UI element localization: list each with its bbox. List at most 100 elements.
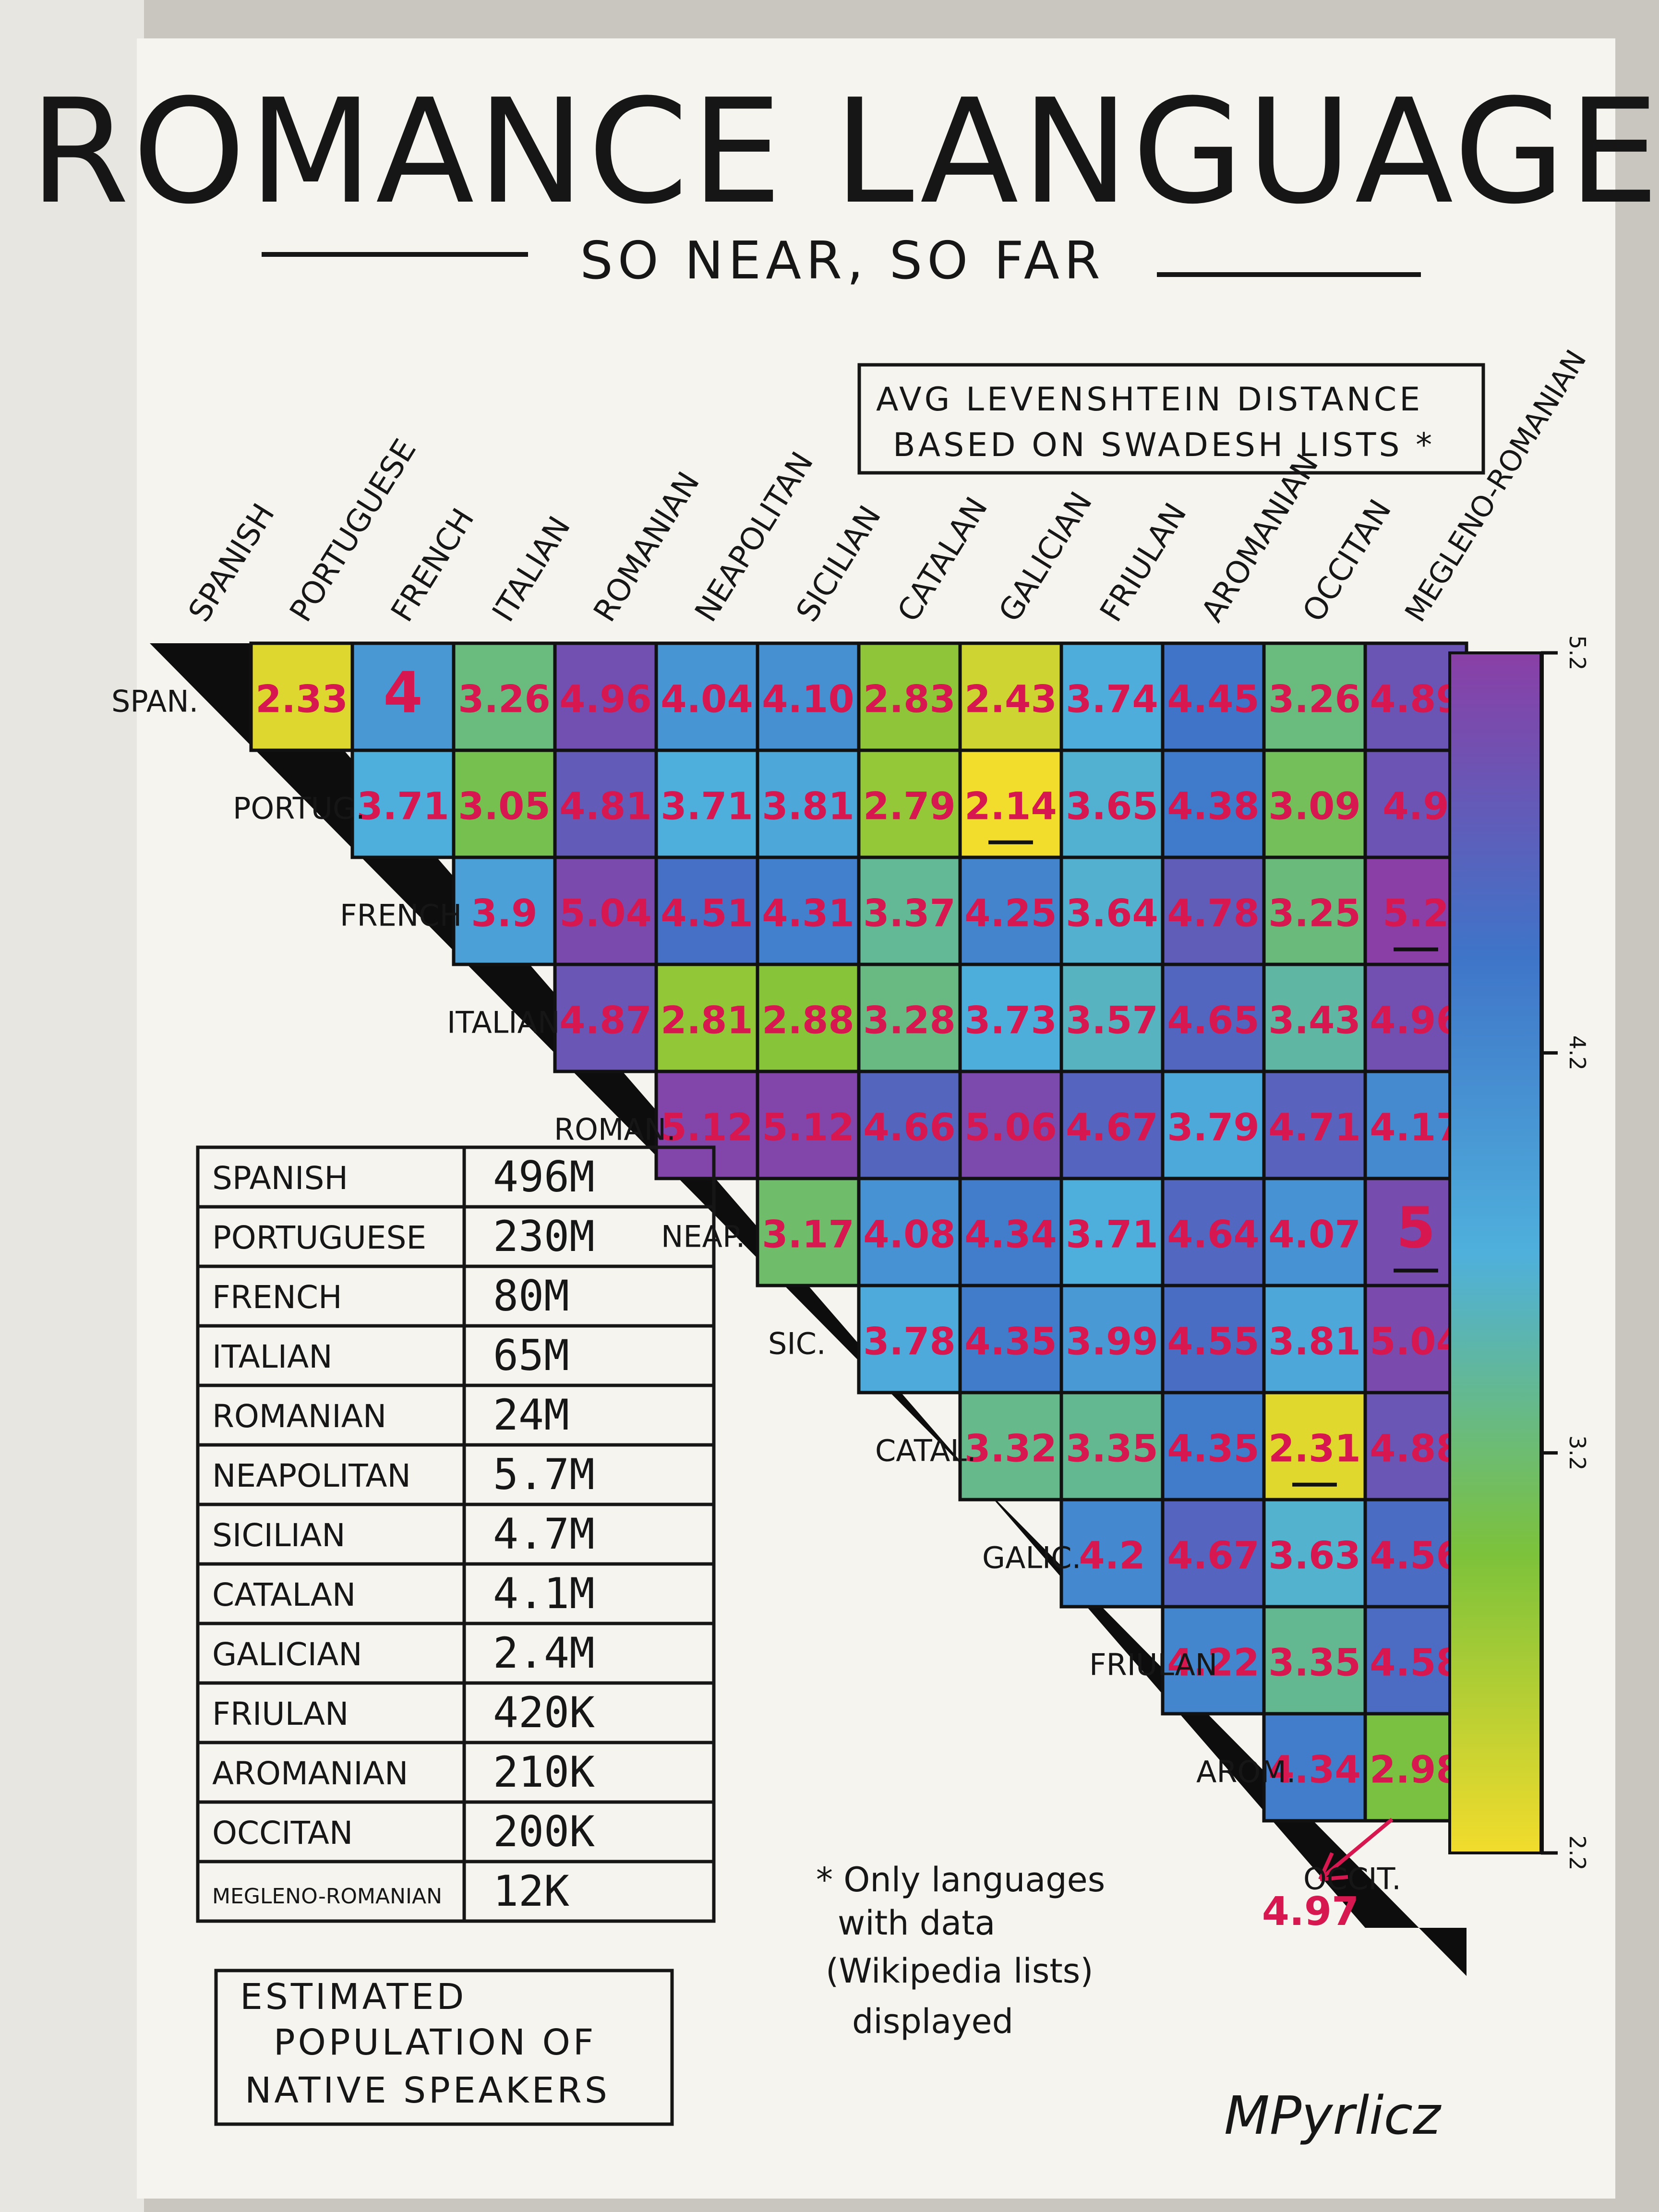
cell-value-label: 2.83 [863,678,955,721]
heatmap-cell [1161,1391,1266,1502]
cell-value-label: 2.43 [964,678,1057,721]
heatmap-cell [553,962,658,1073]
heatmap-cell [1059,1177,1165,1287]
cell-value-label: 3.35 [1066,1428,1158,1471]
cell-value-label: 3.9 [471,892,537,936]
heatmap-cell [1262,1605,1367,1716]
cell-value-label: 4.2 [1079,1535,1145,1578]
cell-value-label: 4.71 [1268,1106,1360,1150]
population-language-name: NEAPOLITAN [212,1457,411,1494]
cell-value-label: 4.08 [863,1214,955,1257]
cell-value-label: 4.96 [1370,999,1462,1043]
cell-value-label: 4.87 [559,999,651,1043]
cell-value-label: 4.04 [661,678,753,721]
heatmap-cell [958,1177,1063,1287]
cell-value-label: 3.28 [863,999,955,1043]
footnote-line3: (Wikipedia lists) [826,1951,1094,1991]
callout-arrow-shaft [1319,1817,1394,1881]
heatmap-cell [1262,1712,1367,1823]
heatmap-cell [1161,1605,1266,1716]
population-value-cell [462,1860,716,1923]
cell-value-label: 4.31 [762,892,854,936]
population-language-name: ROMANIAN [212,1398,386,1435]
population-table: SPANISH 496M PORTUGUESE 230M FRENCH 80M ITALIA… [196,1145,716,1923]
cell-value-label: 2.98 [1370,1749,1462,1792]
population-caption-line2: POPULATION OF [274,2022,596,2063]
cell-value-label: 4.34 [964,1214,1057,1257]
cell-value-label: 5.04 [1370,1321,1462,1364]
row-label: CATAL. [875,1433,976,1468]
heatmap-cell [1262,855,1367,966]
heatmap-cell [857,1284,962,1395]
population-language-name: SICILIAN [212,1517,346,1554]
population-language-name: CATALAN [212,1576,356,1613]
population-value: 420K [493,1688,595,1737]
cell-value-label: 3.35 [1268,1642,1360,1685]
cell-value-label: 4.10 [762,678,854,721]
population-language-name: FRENCH [212,1279,342,1316]
diagonal-black-triangle [150,643,1467,1976]
row-label: FRENCH [340,898,462,933]
cell-value-label: 3.09 [1268,785,1360,829]
color-scale-gradient [1448,651,1542,1854]
row-label: NEAP. [661,1219,745,1254]
cell-value-label: 4.96 [559,678,651,721]
heatmap-cell [452,748,557,859]
cell-value-label: 3.71 [661,785,753,829]
cell-value-label: 3.64 [1066,892,1158,936]
cell-value-label: 4.89 [1370,678,1462,721]
footnote-line1: * Only languages [816,1860,1105,1899]
cell-value-label: 4.07 [1268,1214,1360,1257]
row-label: FRIULAN [1089,1647,1217,1683]
population-language-name: AROMANIAN [212,1755,408,1792]
heatmap-cell [654,962,759,1073]
population-language-name: FRIULAN [212,1695,349,1732]
heatmap-cell [654,1070,759,1180]
heatmap-cell [756,1070,861,1180]
population-value: 4.1M [493,1569,595,1618]
heatmap-cell [1059,748,1165,859]
population-caption-box [214,1969,674,2126]
cell-value-label: 4.9 [1382,785,1449,829]
cell-value-label: 4.51 [661,892,753,936]
population-value: 80M [493,1271,569,1321]
cell-value-label: 4.88 [1370,1428,1462,1471]
heatmap-cell [1161,1177,1266,1287]
cell-value-label: 3.37 [863,892,955,936]
row-label: AROM. [1196,1755,1296,1790]
population-value: 4.7M [493,1509,595,1559]
cell-value-label: 4 [383,660,422,726]
cell-value-label: 5.06 [964,1106,1057,1150]
cell-value-label: 4.45 [1167,678,1259,721]
row-label: GALIC. [982,1540,1081,1575]
cell-value-label: 5.04 [559,892,651,936]
row-label: PORTUG. [233,791,365,826]
heatmap-cell [553,855,658,966]
cell-value-label: 2.81 [661,999,753,1043]
cell-value-label: 2.88 [762,999,854,1043]
heatmap-cell [1262,1391,1367,1502]
population-language-name: ITALIAN [212,1338,333,1375]
color-scale-tick-label: 2.2 [1564,1835,1590,1870]
cell-value-label: 3.99 [1066,1321,1158,1364]
heatmap-cell [756,748,861,859]
heatmap-cell [756,962,861,1073]
row-label: SPAN. [111,684,198,719]
cell-value-label: 4.64 [1167,1214,1259,1257]
cell-value-label: 4.67 [1167,1535,1259,1578]
cell-value-label: 3.71 [1066,1214,1158,1257]
heatmap-cell [1262,748,1367,859]
cell-value-label: 4.35 [1167,1428,1259,1471]
cell-value-label-callout: 4.97 [1262,1889,1359,1935]
cell-value-label: 3.32 [964,1428,1057,1471]
cell-value-label: 4.38 [1167,785,1259,829]
heatmap-cell [857,641,962,752]
cell-value-label: 2.31 [1268,1428,1360,1471]
cell-value-label: 2.14 [964,785,1057,829]
cell-value-label: 2.33 [255,678,348,721]
population-value: 210K [493,1747,595,1797]
footnote-line2: with data [838,1903,995,1943]
author-signature: MPyrlicz [1224,2085,1442,2146]
population-value: 2.4M [493,1628,595,1678]
cell-value-label: 2.79 [863,785,955,829]
